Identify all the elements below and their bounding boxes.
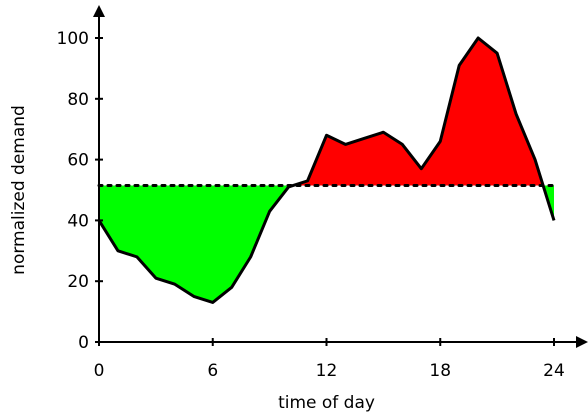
x-ticks: 0 6 12 18 24 — [94, 338, 565, 381]
y-axis-label: normalized demand — [9, 105, 29, 275]
y-tick-label-40: 40 — [67, 211, 89, 231]
x-tick-label-18: 18 — [429, 361, 451, 381]
y-tick-label-100: 100 — [57, 29, 89, 49]
x-axis-label: time of day — [278, 393, 375, 413]
x-tick-label-12: 12 — [316, 361, 338, 381]
fill-layer — [99, 38, 554, 303]
y-tick-label-80: 80 — [67, 90, 89, 110]
y-tick-label-0: 0 — [78, 333, 89, 353]
above-threshold-area-1 — [293, 38, 544, 186]
x-tick-label-6: 6 — [207, 361, 218, 381]
y-tick-label-20: 20 — [67, 272, 89, 292]
x-tick-label-24: 24 — [543, 361, 565, 381]
series-line — [97, 36, 556, 304]
below-threshold-area-0 — [99, 185, 294, 303]
y-tick-label-60: 60 — [67, 151, 89, 171]
axes — [93, 5, 588, 348]
y-ticks: 0 20 40 60 80 100 — [57, 29, 103, 353]
x-tick-label-0: 0 — [94, 361, 105, 381]
